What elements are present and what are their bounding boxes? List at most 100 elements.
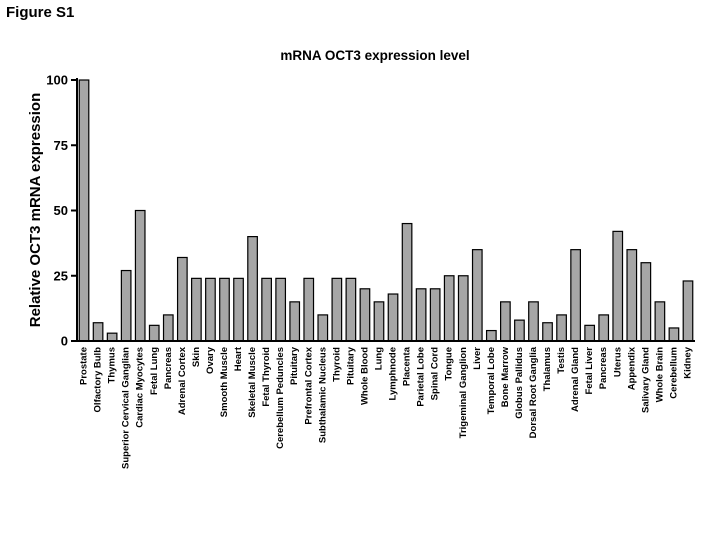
y-ticks-group: 0 25 50 75 100 xyxy=(46,73,77,349)
x-tick-label: Placenta xyxy=(402,346,413,386)
y-tick-label: 25 xyxy=(54,268,68,283)
x-labels-group: Prostate Olfactory Bulb Thymus Superior Cer… xyxy=(79,346,694,469)
x-tick-label: Olfactory Bulb xyxy=(93,347,104,413)
bar-18 xyxy=(318,315,328,341)
bar-35 xyxy=(557,315,567,341)
bar-22 xyxy=(374,302,384,341)
x-tick-label: Prostate xyxy=(79,347,90,385)
bar-14 xyxy=(262,278,272,341)
x-tick-label: Fetal Liver xyxy=(584,347,595,395)
bar-16 xyxy=(290,302,300,341)
x-tick-label: Fetal Lung xyxy=(149,347,160,395)
x-tick-label: Heart xyxy=(233,346,244,371)
x-tick-label: Spinal Cord xyxy=(430,347,441,401)
bar-26 xyxy=(430,289,440,341)
x-tick-label: Skeletal Muscle xyxy=(247,347,258,418)
bar-43 xyxy=(669,328,679,341)
x-tick-label: Temporal Lobe xyxy=(486,347,497,414)
x-tick-label: Skin xyxy=(191,347,202,367)
bar-6 xyxy=(149,325,159,341)
x-tick-label: Thyroid xyxy=(331,347,342,382)
bar-39 xyxy=(613,231,623,341)
x-tick-label: Thymus xyxy=(107,347,118,383)
x-tick-label: Trigeminal Ganglion xyxy=(458,347,469,439)
x-tick-label: Lung xyxy=(373,347,384,370)
bar-32 xyxy=(515,320,525,341)
y-tick-label: 50 xyxy=(54,203,68,218)
axes-group xyxy=(76,78,695,342)
bars-group xyxy=(79,80,693,341)
x-tick-label: Pituitary xyxy=(345,346,356,385)
bar-2 xyxy=(93,323,103,341)
x-tick-label: Tongue xyxy=(444,347,455,381)
x-tick-label: Dorsal Root Ganglia xyxy=(528,346,539,438)
chart-title: mRNA OCT3 expression level xyxy=(280,48,469,63)
bar-31 xyxy=(501,302,511,341)
x-tick-label: Subthalamic Nucleus xyxy=(317,347,328,443)
y-tick-label: 75 xyxy=(54,138,68,153)
bar-3 xyxy=(107,333,117,341)
bar-15 xyxy=(276,278,286,341)
bar-24 xyxy=(402,224,412,341)
bar-33 xyxy=(529,302,539,341)
bar-4 xyxy=(121,271,131,341)
x-tick-label: Uterus xyxy=(612,347,623,377)
bar-41 xyxy=(641,263,651,341)
x-tick-label: Cardiac Myocytes xyxy=(135,347,146,428)
bar-23 xyxy=(388,294,398,341)
bar-40 xyxy=(627,250,637,341)
bar-17 xyxy=(304,278,314,341)
x-tick-label: Pancreas xyxy=(598,347,609,389)
x-tick-label: Salivary Gland xyxy=(640,347,651,413)
x-tick-label: Prefrontal Cortex xyxy=(303,346,314,424)
bar-13 xyxy=(248,237,258,341)
bar-9 xyxy=(192,278,202,341)
bar-44 xyxy=(683,281,693,341)
bar-28 xyxy=(458,276,468,341)
bar-30 xyxy=(487,331,497,341)
bar-12 xyxy=(234,278,244,341)
x-tick-label: Smooth Muscle xyxy=(219,347,230,417)
bar-1 xyxy=(79,80,89,341)
bar-7 xyxy=(164,315,174,341)
x-tick-label: Whole Blood xyxy=(359,347,370,405)
bar-25 xyxy=(416,289,426,341)
y-tick-label: 0 xyxy=(61,334,68,349)
x-tick-label: Pancreas xyxy=(163,347,174,389)
bar-27 xyxy=(444,276,454,341)
bar-21 xyxy=(360,289,370,341)
bar-8 xyxy=(178,257,188,341)
x-tick-label: Ovary xyxy=(205,346,216,374)
x-tick-label: Adrenal Cortex xyxy=(177,346,188,415)
x-tick-label: Adrenal Gland xyxy=(570,347,581,412)
x-tick-label: Pituitary xyxy=(289,346,300,385)
x-tick-label: Parietal Lobe xyxy=(416,347,427,407)
x-tick-label: Superior Cervical Ganglian xyxy=(121,347,132,469)
x-tick-label: Whole Brain xyxy=(654,347,665,403)
bar-29 xyxy=(473,250,483,341)
bar-5 xyxy=(135,211,145,342)
bar-38 xyxy=(599,315,609,341)
x-tick-label: Bone Marrow xyxy=(500,346,511,407)
y-axis-label: Relative OCT3 mRNA expression xyxy=(27,93,44,328)
x-tick-label: Liver xyxy=(472,347,483,370)
bar-42 xyxy=(655,302,665,341)
y-tick-label: 100 xyxy=(46,73,68,88)
bar-10 xyxy=(206,278,216,341)
x-tick-label: Kidney xyxy=(682,346,693,378)
bar-11 xyxy=(220,278,230,341)
x-tick-label: Cerebellum Peduncles xyxy=(275,347,286,449)
bar-37 xyxy=(585,325,595,341)
x-tick-label: Cerebellum xyxy=(668,347,679,399)
x-tick-label: Lymphnode xyxy=(388,347,399,400)
bar-36 xyxy=(571,250,581,341)
bar-19 xyxy=(332,278,342,341)
x-tick-label: Appendix xyxy=(626,346,637,390)
bar-34 xyxy=(543,323,553,341)
bar-20 xyxy=(346,278,356,341)
x-tick-label: Testis xyxy=(556,347,567,374)
x-tick-label: Globus Pallidus xyxy=(514,347,525,419)
x-tick-label: Thalamus xyxy=(542,347,553,391)
bar-chart: mRNA OCT3 expression level Relative OCT3… xyxy=(0,0,720,540)
x-tick-label: Fetal Thyroid xyxy=(261,347,272,407)
